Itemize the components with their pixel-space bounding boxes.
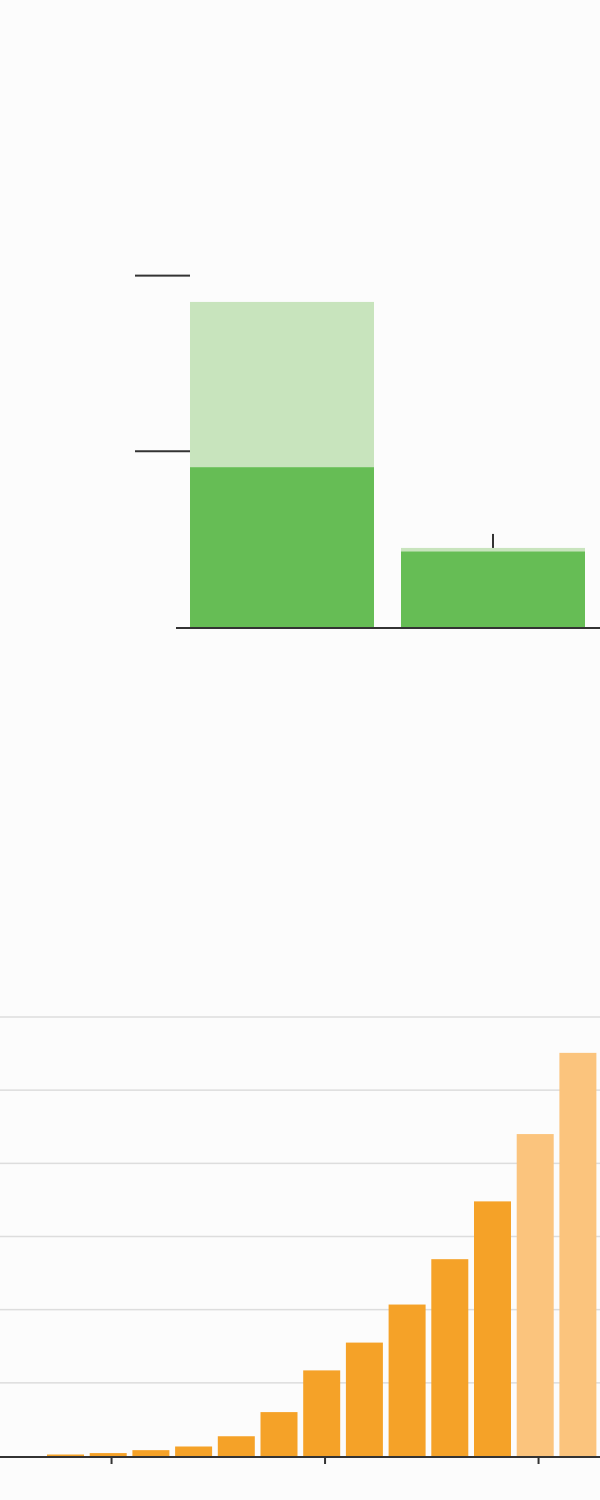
bar-9 <box>388 1304 426 1456</box>
bar-5 <box>217 1436 255 1456</box>
bar-8 <box>345 1342 383 1456</box>
bar-1-segment-2 <box>190 301 374 468</box>
x-ticks-group <box>110 1457 540 1464</box>
bar-12 <box>516 1134 554 1456</box>
bar-2-segment-1 <box>401 551 585 627</box>
bar-11 <box>474 1201 511 1456</box>
gridlines-group <box>0 1016 600 1384</box>
bar-13 <box>559 1052 597 1456</box>
bars-group <box>190 301 585 627</box>
bar-2-segment-2 <box>401 547 585 552</box>
stacked-bar-chart <box>135 274 600 629</box>
bar-2 <box>89 1453 127 1456</box>
bars-group <box>47 1052 597 1456</box>
growth-bar-chart <box>0 1016 600 1464</box>
bar-10 <box>431 1259 469 1456</box>
bar-1 <box>47 1454 84 1456</box>
bar-6 <box>260 1412 298 1456</box>
bar-4 <box>175 1446 213 1456</box>
bar-3 <box>132 1450 170 1456</box>
bar-7 <box>303 1370 341 1456</box>
bar-1-segment-1 <box>190 467 374 627</box>
y-ticks-group <box>135 274 494 548</box>
